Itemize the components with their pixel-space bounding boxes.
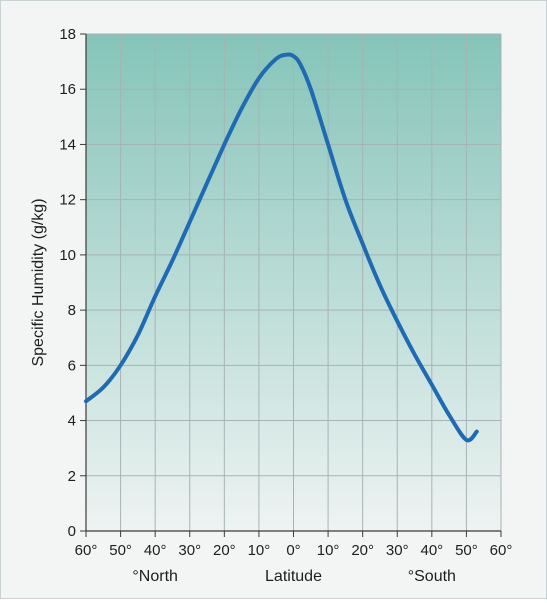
- grid: [85, 33, 502, 532]
- north-region-label: °North: [132, 568, 178, 585]
- x-axis-title: Latitude: [265, 568, 322, 585]
- x-tick-label: 20°: [213, 542, 236, 559]
- y-tick-label: 4: [68, 413, 76, 430]
- tick-labels: 60° 50° 40° 30° 20° 10° 0° 10° 20° 30° 40° 50° 60° 0 2…: [59, 26, 512, 559]
- axes: [80, 33, 502, 537]
- y-tick-label: 12: [59, 192, 76, 209]
- x-tick-label: 40°: [144, 542, 167, 559]
- x-tick-label: 60°: [75, 542, 98, 559]
- x-tick-label: 50°: [455, 542, 478, 559]
- x-tick-label: 50°: [109, 542, 132, 559]
- x-tick-label: 20°: [351, 542, 374, 559]
- series-line: [84, 52, 479, 443]
- y-tick-label: 16: [59, 81, 76, 98]
- x-tick-label: 10°: [248, 542, 271, 559]
- x-tick-label: 60°: [490, 542, 513, 559]
- x-tick-label: 30°: [386, 542, 409, 559]
- x-tick-label: 0°: [286, 542, 300, 559]
- y-tick-label: 8: [68, 302, 76, 319]
- y-tick-label: 14: [59, 136, 76, 153]
- x-tick-label: 10°: [317, 542, 340, 559]
- x-tick-label: 40°: [420, 542, 443, 559]
- y-axis-title: Specific Humidity (g/kg): [30, 198, 47, 366]
- y-tick-label: 0: [68, 523, 76, 540]
- y-tick-label: 2: [68, 468, 76, 485]
- y-tick-label: 10: [59, 247, 76, 264]
- x-tick-label: 30°: [178, 542, 201, 559]
- south-region-label: °South: [408, 568, 456, 585]
- y-tick-label: 18: [59, 26, 76, 43]
- y-tick-label: 6: [68, 357, 76, 374]
